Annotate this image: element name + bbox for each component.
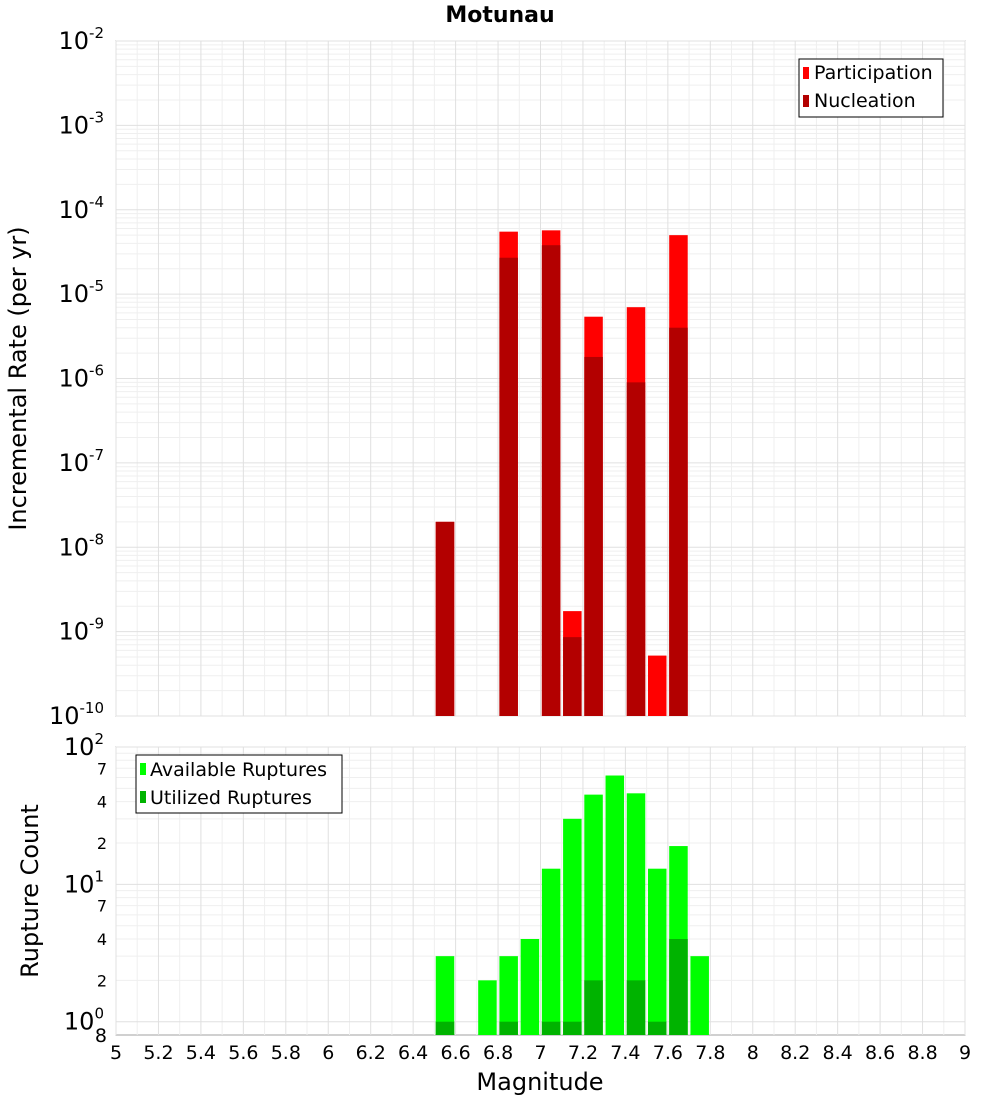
- utilized-bar-7.25: [584, 980, 603, 1035]
- x-tick-label: 6.4: [398, 1042, 428, 1064]
- top-y-tick-label: 10-8: [58, 530, 104, 561]
- nucleation-bar-6.85: [499, 257, 518, 716]
- bottom-y-tick-label: 101: [64, 867, 104, 898]
- available-bar-6.95: [520, 939, 540, 1035]
- available-bar-7.75: [690, 956, 709, 1035]
- utilized-bar-7.55: [647, 1021, 667, 1035]
- chart-title: Motunau: [445, 3, 554, 28]
- bottom-y-minor-label: 4: [97, 930, 107, 949]
- legend-label-utilized: Utilized Ruptures: [150, 787, 312, 809]
- x-tick-label: 5.2: [143, 1042, 173, 1064]
- x-tick-label: 5.4: [186, 1042, 216, 1064]
- x-tick-label: 9: [959, 1042, 971, 1064]
- legend-swatch-participation: [803, 67, 809, 79]
- nucleation-bar-7.45: [626, 382, 646, 716]
- available-bar-7.25: [584, 794, 603, 1035]
- bottom-y-min-label: 8: [95, 1025, 107, 1047]
- bottom-y-minor-label: 2: [97, 971, 107, 990]
- x-tick-label: 7.6: [653, 1042, 683, 1064]
- utilized-bar-7.15: [563, 1021, 582, 1035]
- participation-bar-7.55: [647, 655, 667, 716]
- bottom-y-axis-title: Rupture Count: [16, 804, 44, 978]
- bottom-legend: [135, 754, 343, 814]
- x-tick-label: 7.2: [568, 1042, 598, 1064]
- top-y-tick-label: 10-4: [58, 193, 104, 224]
- available-bar-7.35: [605, 775, 625, 1035]
- x-tick-label: 5.8: [271, 1042, 301, 1064]
- x-tick-label: 5: [110, 1042, 122, 1064]
- utilized-bar-7.65: [669, 939, 688, 1035]
- legend-swatch-available: [140, 763, 146, 775]
- available-bar-7.05: [541, 868, 561, 1035]
- utilized-bar-7.05: [541, 1021, 561, 1035]
- bottom-y-minor-label: 4: [97, 793, 107, 812]
- x-tick-label: 7.4: [610, 1042, 640, 1064]
- x-tick-label: 8.8: [907, 1042, 937, 1064]
- top-y-tick-label: 10-5: [58, 277, 104, 308]
- available-bar-7.55: [647, 868, 667, 1035]
- legend-swatch-nucleation: [803, 95, 809, 107]
- bottom-y-minor-label: 7: [97, 759, 107, 778]
- legend-swatch-utilized: [140, 791, 146, 803]
- nucleation-bar-6.55: [435, 521, 455, 716]
- available-bar-6.55: [435, 956, 455, 1035]
- legend-label-participation: Participation: [814, 62, 933, 84]
- bottom-y-minor-label: 7: [97, 897, 107, 916]
- top-y-tick-label: 10-3: [58, 108, 104, 139]
- x-tick-label: 6.8: [483, 1042, 513, 1064]
- bottom-y-tick-label: 100: [64, 1005, 104, 1036]
- top-y-tick-label: 10-10: [49, 699, 104, 730]
- bottom-y-minor-label: 2: [97, 834, 107, 853]
- x-tick-label: 8.2: [780, 1042, 810, 1064]
- nucleation-bar-7.05: [541, 245, 561, 717]
- x-tick-label: 6.6: [440, 1042, 470, 1064]
- top-legend: [798, 58, 944, 118]
- available-bar-6.85: [499, 956, 518, 1035]
- x-tick-label: 7: [534, 1042, 546, 1064]
- x-tick-label: 8.6: [865, 1042, 895, 1064]
- legend-label-nucleation: Nucleation: [814, 90, 916, 112]
- utilized-bar-7.45: [626, 980, 646, 1035]
- utilized-bar-6.85: [499, 1021, 518, 1035]
- available-bar-7.15: [563, 818, 582, 1035]
- x-tick-label: 6: [322, 1042, 334, 1064]
- utilized-bar-6.55: [435, 1021, 455, 1035]
- top-y-tick-label: 10-9: [58, 615, 104, 646]
- top-y-tick-label: 10-2: [58, 24, 104, 55]
- available-bar-6.75: [478, 980, 497, 1035]
- x-tick-label: 6.2: [356, 1042, 386, 1064]
- x-tick-label: 8: [747, 1042, 759, 1064]
- legend-label-available: Available Ruptures: [150, 759, 327, 781]
- available-bar-7.45: [626, 793, 646, 1035]
- bottom-y-tick-label: 102: [64, 730, 104, 761]
- nucleation-bar-7.25: [584, 356, 603, 716]
- x-tick-label: 7.8: [695, 1042, 725, 1064]
- top-y-tick-label: 10-6: [58, 362, 104, 393]
- top-y-tick-label: 10-7: [58, 446, 104, 477]
- x-tick-label: 5.6: [228, 1042, 258, 1064]
- x-axis-title: Magnitude: [476, 1068, 603, 1096]
- nucleation-bar-7.15: [563, 637, 582, 716]
- x-tick-label: 8.4: [823, 1042, 853, 1064]
- top-y-axis-title: Incremental Rate (per yr): [4, 226, 32, 530]
- nucleation-bar-7.65: [669, 327, 688, 716]
